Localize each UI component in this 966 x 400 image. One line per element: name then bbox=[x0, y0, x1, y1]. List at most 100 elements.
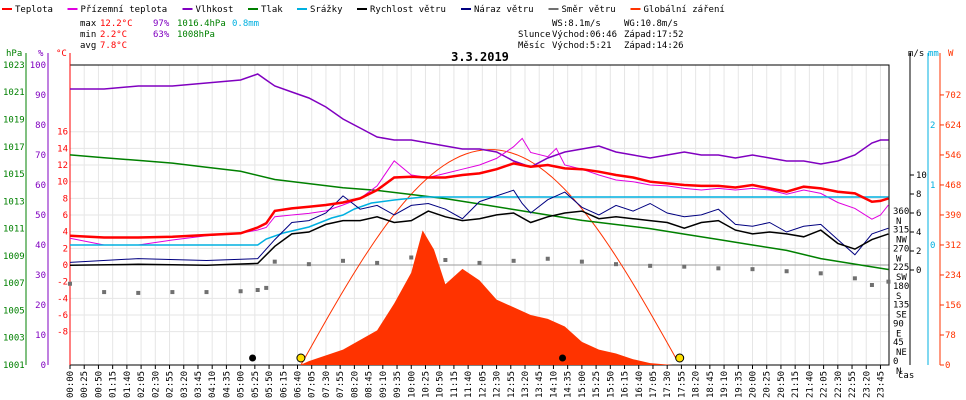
direction-point-5 bbox=[238, 289, 243, 294]
x-tick-55: 22:55 bbox=[848, 371, 858, 398]
tick-temperature-6: 4 bbox=[63, 228, 68, 238]
series-n-raz-v-tru bbox=[69, 189, 889, 263]
x-tick-25: 10:25 bbox=[421, 371, 431, 398]
tick-wind-1: 8 bbox=[916, 190, 921, 200]
x-tick-7: 02:55 bbox=[166, 371, 176, 398]
tick-pressure-6: 1011 bbox=[3, 225, 25, 235]
x-tick-15: 06:15 bbox=[279, 371, 289, 398]
unit-temperature: °C bbox=[56, 49, 67, 59]
tick-humidity-6: 40 bbox=[35, 241, 46, 251]
direction-point-21 bbox=[716, 266, 721, 271]
direction-point-9 bbox=[306, 262, 311, 267]
series-p--zemn--teplota bbox=[69, 137, 889, 246]
x-tick-44: 18:20 bbox=[692, 371, 702, 398]
tick-pressure-10: 1003 bbox=[3, 334, 25, 344]
direction-point-27 bbox=[886, 279, 891, 284]
tick-pressure-4: 1015 bbox=[3, 170, 25, 180]
moonrise-marker bbox=[249, 354, 257, 362]
stats-max-pressure: 1016.4hPa bbox=[177, 19, 226, 29]
x-tick-36: 15:00 bbox=[578, 371, 588, 398]
info-wind-speed: WS:8.1m/s bbox=[552, 19, 601, 29]
legend-label-2: Vlhkost bbox=[196, 5, 234, 15]
tick-pressure-5: 1013 bbox=[3, 197, 25, 207]
x-tick-13: 05:25 bbox=[251, 371, 261, 398]
direction-point-13 bbox=[443, 257, 448, 262]
legend-label-4: Srážky bbox=[310, 5, 343, 15]
tick-humidity-10: 0 bbox=[41, 361, 46, 371]
x-tick-6: 02:30 bbox=[151, 371, 161, 398]
x-tick-40: 16:40 bbox=[635, 371, 645, 398]
tick-direction-name-7: NE bbox=[896, 348, 907, 358]
x-tick-21: 08:45 bbox=[365, 371, 375, 398]
tick-humidity-5: 50 bbox=[35, 211, 46, 221]
tick-direction-8: 0 bbox=[893, 357, 898, 367]
stats-max-humidity: 97% bbox=[153, 19, 170, 29]
direction-point-20 bbox=[682, 264, 687, 269]
tick-pressure-7: 1009 bbox=[3, 252, 25, 262]
legend-label-1: Přízemní teplota bbox=[81, 5, 168, 15]
info-sun-label: Slunce bbox=[518, 30, 551, 40]
tick-humidity-9: 10 bbox=[35, 331, 46, 341]
stats-max-label: max bbox=[80, 19, 97, 29]
tick-radiation-6: 234 bbox=[945, 271, 961, 281]
tick-pressure-2: 1019 bbox=[3, 115, 25, 125]
tick-direction-3: 225 bbox=[893, 263, 909, 273]
direction-point-23 bbox=[784, 269, 789, 274]
tick-pressure-3: 1017 bbox=[3, 143, 25, 153]
tick-wind-5: 0 bbox=[916, 266, 921, 276]
x-axis: 00:00 00:25 00:50 01:15 01:40 02:05 02:30 02:55… bbox=[66, 365, 886, 398]
x-tick-11: 04:35 bbox=[222, 371, 232, 398]
x-tick-54: 22:30 bbox=[834, 371, 844, 398]
tick-direction-1: 315 bbox=[893, 226, 909, 236]
sunset-marker bbox=[675, 353, 685, 363]
tick-direction-name-3: SW bbox=[896, 273, 907, 283]
tick-pressure-0: 1023 bbox=[3, 61, 25, 71]
x-tick-19: 07:55 bbox=[336, 371, 346, 398]
direction-point-25 bbox=[852, 276, 857, 281]
stats-rain: 0.8mm bbox=[232, 19, 259, 29]
tick-rain-0: 2 bbox=[930, 121, 935, 131]
x-tick-22: 09:10 bbox=[379, 371, 389, 398]
stats-block: max 12.2°C 97% 1016.4hPa 0.8mm min 2.2°C… bbox=[80, 19, 259, 51]
tick-direction-0: 360 bbox=[893, 207, 909, 217]
unit-pressure: hPa bbox=[6, 49, 22, 59]
tick-wind-2: 6 bbox=[916, 209, 921, 219]
unit-time: čas bbox=[898, 370, 914, 381]
tick-direction-5: 135 bbox=[893, 301, 909, 311]
x-tick-18: 07:30 bbox=[322, 371, 332, 398]
tick-temperature-10: -4 bbox=[57, 294, 68, 304]
tick-temperature-5: 6 bbox=[63, 211, 68, 221]
tick-direction-2: 270 bbox=[893, 244, 909, 254]
x-tick-45: 18:45 bbox=[706, 371, 716, 398]
x-tick-41: 17:05 bbox=[649, 371, 659, 398]
tick-direction-name-4: S bbox=[896, 292, 901, 302]
tick-rain-2: 0 bbox=[930, 241, 935, 251]
direction-point-19 bbox=[648, 263, 653, 268]
x-tick-28: 11:40 bbox=[464, 371, 474, 398]
x-tick-50: 20:50 bbox=[777, 371, 787, 398]
tick-temperature-2: 12 bbox=[57, 161, 68, 171]
direction-point-22 bbox=[750, 267, 755, 272]
x-tick-29: 12:05 bbox=[478, 371, 488, 398]
x-tick-42: 17:30 bbox=[663, 371, 673, 398]
x-tick-3: 01:15 bbox=[109, 371, 119, 398]
tick-temperature-8: 0 bbox=[63, 261, 68, 271]
info-moonset: Západ:14:26 bbox=[624, 41, 684, 51]
info-moon-label: Měsíc bbox=[518, 41, 545, 51]
x-tick-31: 12:55 bbox=[507, 371, 517, 398]
x-tick-1: 00:25 bbox=[80, 371, 90, 398]
direction-point-3 bbox=[170, 290, 175, 295]
tick-wind-4: 2 bbox=[916, 247, 921, 257]
stats-min-label: min bbox=[80, 30, 96, 40]
direction-point-4 bbox=[204, 290, 209, 295]
x-tick-46: 19:10 bbox=[720, 371, 730, 398]
info-moonrise: Východ:5:21 bbox=[552, 41, 612, 51]
x-tick-49: 20:25 bbox=[763, 371, 773, 398]
series-vlhkost bbox=[70, 73, 889, 168]
x-tick-56: 23:20 bbox=[862, 371, 872, 398]
direction-point-11 bbox=[375, 260, 380, 265]
direction-point-6 bbox=[255, 287, 260, 292]
x-tick-37: 15:25 bbox=[592, 371, 602, 398]
tick-direction-name-2: W bbox=[896, 254, 902, 264]
